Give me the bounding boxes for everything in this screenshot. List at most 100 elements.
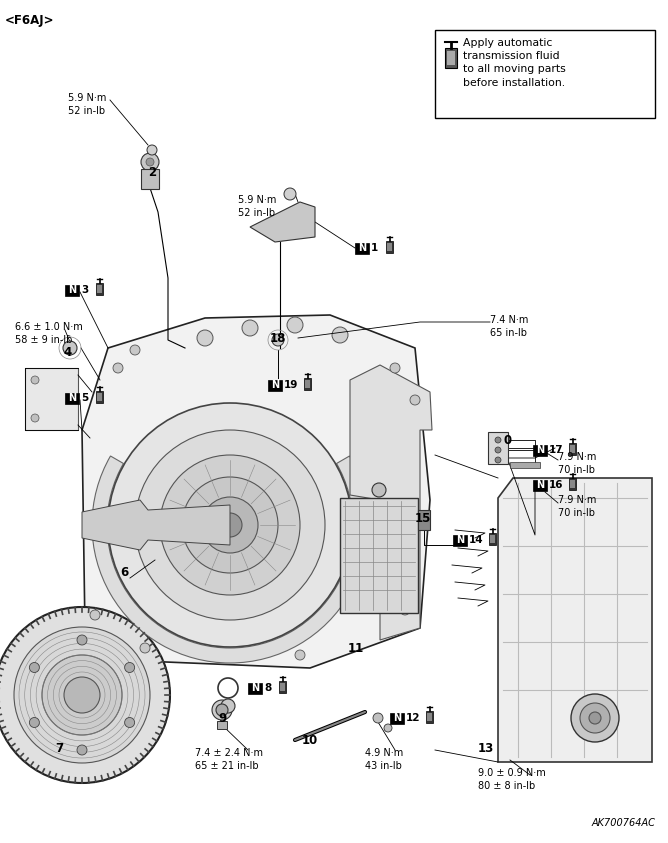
Circle shape: [141, 153, 159, 171]
Circle shape: [90, 610, 100, 620]
Circle shape: [202, 497, 258, 553]
Text: 16: 16: [549, 480, 564, 490]
Bar: [533, 444, 547, 455]
Circle shape: [108, 403, 352, 647]
Polygon shape: [82, 500, 230, 550]
Bar: [427, 713, 432, 721]
Circle shape: [242, 320, 258, 336]
Text: 11: 11: [348, 642, 364, 654]
Circle shape: [332, 327, 348, 343]
Text: 1: 1: [371, 243, 378, 253]
Text: 0: 0: [503, 433, 511, 447]
Text: 5.9 N·m
52 in-lb: 5.9 N·m 52 in-lb: [238, 195, 277, 217]
Circle shape: [284, 188, 296, 200]
FancyBboxPatch shape: [418, 510, 430, 530]
Text: <F6AJ>: <F6AJ>: [5, 14, 55, 27]
Bar: [65, 284, 79, 296]
Circle shape: [400, 605, 410, 615]
Bar: [387, 243, 392, 251]
Polygon shape: [250, 202, 315, 242]
Circle shape: [42, 655, 122, 735]
Wedge shape: [92, 456, 368, 663]
Circle shape: [580, 703, 610, 733]
Bar: [570, 480, 575, 488]
Text: 6: 6: [120, 566, 128, 578]
Polygon shape: [350, 365, 432, 640]
Bar: [268, 379, 282, 390]
Text: 12: 12: [406, 713, 420, 723]
Circle shape: [295, 650, 305, 660]
Circle shape: [125, 717, 135, 728]
Text: 3: 3: [81, 285, 88, 295]
Text: N: N: [358, 243, 366, 253]
Circle shape: [31, 414, 39, 422]
Text: 6.6 ± 1.0 N·m
58 ± 9 in-lb: 6.6 ± 1.0 N·m 58 ± 9 in-lb: [15, 322, 83, 345]
Text: N: N: [271, 380, 279, 390]
Circle shape: [14, 627, 150, 763]
Text: 7.4 N·m
65 in-lb: 7.4 N·m 65 in-lb: [490, 315, 528, 338]
Polygon shape: [510, 462, 540, 468]
Bar: [248, 683, 262, 694]
Bar: [305, 380, 310, 388]
Circle shape: [29, 663, 39, 673]
Circle shape: [197, 330, 213, 346]
Text: 7.9 N·m
70 in-lb: 7.9 N·m 70 in-lb: [558, 452, 597, 475]
FancyBboxPatch shape: [435, 30, 655, 118]
Bar: [386, 241, 393, 253]
Text: 5.9 N·m
52 in-lb: 5.9 N·m 52 in-lb: [68, 93, 106, 115]
Bar: [453, 534, 467, 545]
Circle shape: [372, 483, 386, 497]
Text: 14: 14: [469, 535, 484, 545]
Text: N: N: [251, 683, 259, 693]
Text: 15: 15: [415, 512, 432, 524]
Circle shape: [130, 345, 140, 355]
Circle shape: [63, 341, 77, 355]
Bar: [447, 51, 455, 65]
Text: 9.0 ± 0.9 N·m
80 ± 8 in-lb: 9.0 ± 0.9 N·m 80 ± 8 in-lb: [478, 768, 546, 791]
Bar: [570, 445, 575, 453]
Bar: [488, 432, 508, 464]
Bar: [97, 285, 102, 293]
Text: 7.4 ± 2.4 N·m
65 ± 21 in-lb: 7.4 ± 2.4 N·m 65 ± 21 in-lb: [195, 748, 263, 771]
FancyBboxPatch shape: [340, 498, 418, 613]
Bar: [569, 443, 576, 455]
Circle shape: [77, 745, 87, 755]
Text: 10: 10: [302, 733, 318, 747]
Circle shape: [218, 513, 242, 537]
Text: N: N: [536, 480, 544, 490]
Bar: [355, 243, 369, 254]
Circle shape: [113, 363, 123, 373]
Circle shape: [146, 158, 154, 166]
Circle shape: [140, 643, 150, 653]
Circle shape: [160, 455, 300, 595]
Circle shape: [31, 376, 39, 384]
Bar: [96, 283, 103, 295]
Circle shape: [272, 334, 284, 346]
Circle shape: [216, 704, 228, 716]
Circle shape: [390, 363, 400, 373]
Text: N: N: [68, 393, 76, 403]
Text: 4: 4: [63, 346, 71, 358]
Text: 7.9 N·m
70 in-lb: 7.9 N·m 70 in-lb: [558, 495, 597, 518]
Bar: [569, 478, 576, 490]
Text: 7: 7: [55, 742, 63, 754]
Circle shape: [77, 635, 87, 645]
Circle shape: [182, 477, 278, 573]
Text: 5: 5: [81, 393, 88, 403]
Circle shape: [29, 717, 39, 728]
Circle shape: [0, 607, 170, 783]
Circle shape: [589, 712, 601, 724]
Circle shape: [287, 317, 303, 333]
Text: AK700764AC: AK700764AC: [591, 818, 655, 828]
Text: N: N: [68, 285, 76, 295]
Text: 13: 13: [478, 742, 494, 754]
Text: 4.9 N·m
43 in-lb: 4.9 N·m 43 in-lb: [365, 748, 403, 771]
Circle shape: [410, 395, 420, 405]
Text: 18: 18: [270, 331, 287, 345]
Bar: [426, 711, 433, 723]
Circle shape: [373, 713, 383, 723]
Bar: [304, 378, 311, 390]
Polygon shape: [498, 478, 652, 762]
Bar: [489, 533, 496, 545]
Circle shape: [212, 700, 232, 720]
